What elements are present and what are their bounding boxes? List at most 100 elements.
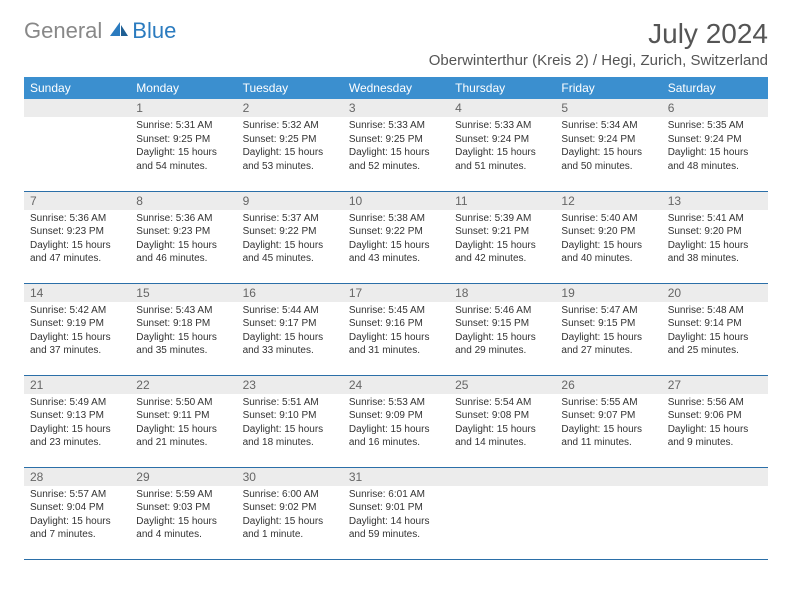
daylight-line: Daylight: 15 hours and 53 minutes. [243,146,337,173]
day-body: Sunrise: 6:01 AMSunset: 9:01 PMDaylight:… [343,486,449,546]
calendar-week-row: 1Sunrise: 5:31 AMSunset: 9:25 PMDaylight… [24,99,768,191]
day-body [662,486,768,492]
calendar-day-cell: 7Sunrise: 5:36 AMSunset: 9:23 PMDaylight… [24,191,130,283]
calendar-day-cell: 4Sunrise: 5:33 AMSunset: 9:24 PMDaylight… [449,99,555,191]
calendar-day-cell: 30Sunrise: 6:00 AMSunset: 9:02 PMDayligh… [237,467,343,559]
daylight-line: Daylight: 15 hours and 45 minutes. [243,239,337,266]
day-body: Sunrise: 5:34 AMSunset: 9:24 PMDaylight:… [555,117,661,177]
day-number: 8 [130,192,236,210]
daylight-line: Daylight: 15 hours and 51 minutes. [455,146,549,173]
calendar-day-cell: 10Sunrise: 5:38 AMSunset: 9:22 PMDayligh… [343,191,449,283]
sunrise-line: Sunrise: 5:37 AM [243,212,337,226]
location-text: Oberwinterthur (Kreis 2) / Hegi, Zurich,… [429,52,768,69]
calendar-week-row: 7Sunrise: 5:36 AMSunset: 9:23 PMDaylight… [24,191,768,283]
day-number [662,468,768,486]
calendar-day-cell: 29Sunrise: 5:59 AMSunset: 9:03 PMDayligh… [130,467,236,559]
sunrise-line: Sunrise: 5:38 AM [349,212,443,226]
day-body: Sunrise: 5:51 AMSunset: 9:10 PMDaylight:… [237,394,343,454]
sunset-line: Sunset: 9:23 PM [136,225,230,239]
calendar-day-cell: 5Sunrise: 5:34 AMSunset: 9:24 PMDaylight… [555,99,661,191]
day-body: Sunrise: 5:38 AMSunset: 9:22 PMDaylight:… [343,210,449,270]
day-body: Sunrise: 5:44 AMSunset: 9:17 PMDaylight:… [237,302,343,362]
day-number: 30 [237,468,343,486]
weekday-header: Wednesday [343,77,449,99]
sail-icon [108,20,130,43]
sunrise-line: Sunrise: 5:46 AM [455,304,549,318]
daylight-line: Daylight: 15 hours and 23 minutes. [30,423,124,450]
day-body: Sunrise: 6:00 AMSunset: 9:02 PMDaylight:… [237,486,343,546]
day-number: 13 [662,192,768,210]
calendar-day-cell: 12Sunrise: 5:40 AMSunset: 9:20 PMDayligh… [555,191,661,283]
sunset-line: Sunset: 9:08 PM [455,409,549,423]
day-body: Sunrise: 5:33 AMSunset: 9:24 PMDaylight:… [449,117,555,177]
calendar-day-cell [449,467,555,559]
sunrise-line: Sunrise: 6:01 AM [349,488,443,502]
calendar-body: 1Sunrise: 5:31 AMSunset: 9:25 PMDaylight… [24,99,768,559]
daylight-line: Daylight: 15 hours and 27 minutes. [561,331,655,358]
day-number: 21 [24,376,130,394]
daylight-line: Daylight: 15 hours and 40 minutes. [561,239,655,266]
sunset-line: Sunset: 9:16 PM [349,317,443,331]
month-title: July 2024 [429,18,768,50]
calendar-day-cell: 23Sunrise: 5:51 AMSunset: 9:10 PMDayligh… [237,375,343,467]
calendar-day-cell: 13Sunrise: 5:41 AMSunset: 9:20 PMDayligh… [662,191,768,283]
day-body: Sunrise: 5:41 AMSunset: 9:20 PMDaylight:… [662,210,768,270]
sunrise-line: Sunrise: 5:40 AM [561,212,655,226]
daylight-line: Daylight: 15 hours and 11 minutes. [561,423,655,450]
weekday-header: Saturday [662,77,768,99]
day-body: Sunrise: 5:46 AMSunset: 9:15 PMDaylight:… [449,302,555,362]
calendar-day-cell: 27Sunrise: 5:56 AMSunset: 9:06 PMDayligh… [662,375,768,467]
sunrise-line: Sunrise: 5:43 AM [136,304,230,318]
sunset-line: Sunset: 9:11 PM [136,409,230,423]
calendar-day-cell: 25Sunrise: 5:54 AMSunset: 9:08 PMDayligh… [449,375,555,467]
calendar-day-cell: 26Sunrise: 5:55 AMSunset: 9:07 PMDayligh… [555,375,661,467]
daylight-line: Daylight: 15 hours and 52 minutes. [349,146,443,173]
day-body: Sunrise: 5:53 AMSunset: 9:09 PMDaylight:… [343,394,449,454]
day-number: 25 [449,376,555,394]
calendar-table: SundayMondayTuesdayWednesdayThursdayFrid… [24,77,768,560]
sunset-line: Sunset: 9:17 PM [243,317,337,331]
sunrise-line: Sunrise: 5:56 AM [668,396,762,410]
title-block: July 2024 Oberwinterthur (Kreis 2) / Heg… [429,18,768,69]
daylight-line: Daylight: 15 hours and 38 minutes. [668,239,762,266]
calendar-day-cell: 6Sunrise: 5:35 AMSunset: 9:24 PMDaylight… [662,99,768,191]
sunset-line: Sunset: 9:25 PM [136,133,230,147]
day-number: 10 [343,192,449,210]
daylight-line: Daylight: 15 hours and 33 minutes. [243,331,337,358]
calendar-day-cell: 1Sunrise: 5:31 AMSunset: 9:25 PMDaylight… [130,99,236,191]
calendar-day-cell [24,99,130,191]
daylight-line: Daylight: 15 hours and 1 minute. [243,515,337,542]
sunset-line: Sunset: 9:18 PM [136,317,230,331]
daylight-line: Daylight: 15 hours and 18 minutes. [243,423,337,450]
daylight-line: Daylight: 15 hours and 7 minutes. [30,515,124,542]
day-number: 5 [555,99,661,117]
sunrise-line: Sunrise: 5:42 AM [30,304,124,318]
weekday-header: Friday [555,77,661,99]
sunset-line: Sunset: 9:19 PM [30,317,124,331]
day-number: 29 [130,468,236,486]
sunset-line: Sunset: 9:24 PM [561,133,655,147]
sunset-line: Sunset: 9:24 PM [455,133,549,147]
sunrise-line: Sunrise: 5:34 AM [561,119,655,133]
day-number: 4 [449,99,555,117]
calendar-day-cell: 19Sunrise: 5:47 AMSunset: 9:15 PMDayligh… [555,283,661,375]
day-number: 23 [237,376,343,394]
calendar-day-cell: 3Sunrise: 5:33 AMSunset: 9:25 PMDaylight… [343,99,449,191]
day-number: 31 [343,468,449,486]
day-body: Sunrise: 5:49 AMSunset: 9:13 PMDaylight:… [24,394,130,454]
sunrise-line: Sunrise: 5:57 AM [30,488,124,502]
day-body: Sunrise: 5:33 AMSunset: 9:25 PMDaylight:… [343,117,449,177]
calendar-day-cell: 2Sunrise: 5:32 AMSunset: 9:25 PMDaylight… [237,99,343,191]
daylight-line: Daylight: 15 hours and 14 minutes. [455,423,549,450]
calendar-day-cell: 21Sunrise: 5:49 AMSunset: 9:13 PMDayligh… [24,375,130,467]
sunrise-line: Sunrise: 5:41 AM [668,212,762,226]
calendar-day-cell: 14Sunrise: 5:42 AMSunset: 9:19 PMDayligh… [24,283,130,375]
sunrise-line: Sunrise: 5:48 AM [668,304,762,318]
day-number: 22 [130,376,236,394]
day-body: Sunrise: 5:55 AMSunset: 9:07 PMDaylight:… [555,394,661,454]
day-number: 3 [343,99,449,117]
sunset-line: Sunset: 9:15 PM [561,317,655,331]
sunset-line: Sunset: 9:14 PM [668,317,762,331]
day-number: 15 [130,284,236,302]
calendar-day-cell: 15Sunrise: 5:43 AMSunset: 9:18 PMDayligh… [130,283,236,375]
